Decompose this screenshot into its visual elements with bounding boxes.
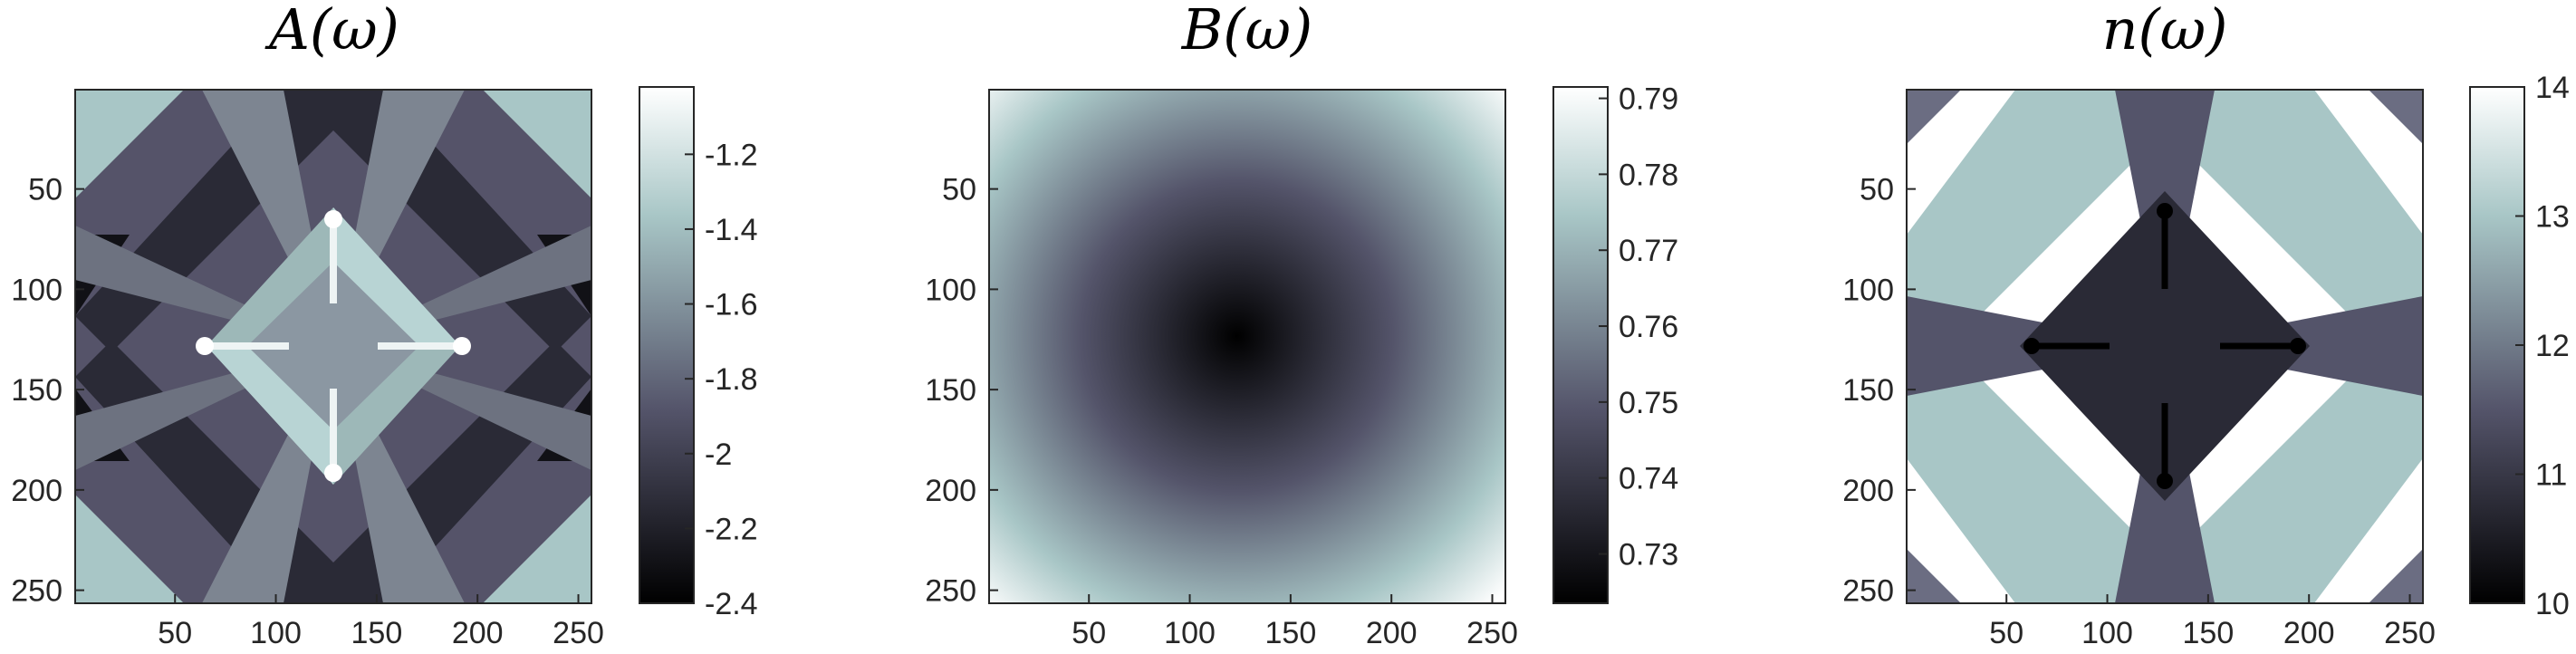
y-tick-label: 100 — [1842, 273, 1894, 307]
x-ticks-b: 50 100 150 200 250 — [1072, 594, 1518, 650]
y-tick-label: 100 — [925, 273, 976, 307]
colorbar-ticks-a: -1.2 -1.4 -1.6 -1.8 -2 -2.2 -2.4 — [685, 138, 758, 621]
y-tick-label: 100 — [11, 273, 62, 307]
y-tick-label: 250 — [11, 574, 62, 609]
x-tick-label: 150 — [2183, 616, 2235, 650]
x-tick-label: 100 — [250, 616, 302, 650]
colorbar-tick-label: 0.74 — [1619, 462, 1678, 496]
y-tick-label: 250 — [1842, 574, 1894, 609]
x-tick-label: 150 — [1265, 616, 1317, 650]
colorbar-tick-label: -2 — [705, 438, 732, 472]
colorbar-tick-label: 12 — [2535, 329, 2570, 363]
colorbar-tick-label: -1.2 — [705, 138, 758, 172]
x-tick-label: 50 — [1989, 616, 2023, 650]
heatmap-b — [989, 90, 1505, 603]
x-tick-label: 100 — [1164, 616, 1216, 650]
y-tick-label: 150 — [1842, 373, 1894, 408]
x-tick-label: 50 — [1072, 616, 1106, 650]
colorbar-tick-label: 11 — [2535, 458, 2567, 493]
chart-title-n: n(ω) — [2102, 0, 2228, 63]
colorbar-tick-label: -2.4 — [705, 587, 758, 621]
panel-a: A(ω) — [11, 0, 757, 650]
colorbar-tick-label: 0.77 — [1619, 234, 1678, 268]
colorbar-n: 14 13 12 11 10 — [2469, 71, 2570, 621]
y-tick-label: 200 — [925, 474, 976, 508]
y-tick-label: 150 — [925, 373, 976, 408]
y-tick-label: 50 — [28, 173, 62, 207]
x-ticks-n: 50 100 150 200 250 — [1989, 594, 2436, 650]
x-tick-label: 200 — [1366, 616, 1418, 650]
y-ticks-a: 50 100 150 200 250 — [11, 173, 84, 609]
y-tick-label: 250 — [925, 574, 976, 609]
colorbar-tick-label: 13 — [2535, 200, 2570, 235]
axes-frame-n — [1906, 89, 2424, 604]
colorbar-tick-label: 0.75 — [1619, 386, 1678, 420]
colorbar-a: -1.2 -1.4 -1.6 -1.8 -2 -2.2 -2.4 — [639, 86, 758, 621]
x-tick-label: 200 — [452, 616, 504, 650]
colorbar-tick-label: 0.73 — [1619, 538, 1678, 572]
x-tick-label: 150 — [351, 616, 403, 650]
colorbar-tick-label: -1.4 — [705, 213, 758, 247]
colorbar-tick-label: 0.78 — [1619, 158, 1678, 192]
colorbar-tick-label: 10 — [2535, 587, 2570, 621]
colorbar-ticks-n: 14 13 12 11 10 — [2515, 71, 2570, 621]
y-tick-label: 50 — [942, 173, 976, 207]
colorbar-tick-label: 0.79 — [1619, 82, 1678, 117]
heatmap-n — [1907, 90, 2423, 603]
y-ticks-b: 50 100 150 200 250 — [925, 173, 998, 609]
x-tick-label: 250 — [553, 616, 604, 650]
x-tick-label: 250 — [1466, 616, 1518, 650]
chart-title-a: A(ω) — [264, 0, 399, 63]
x-tick-label: 100 — [2081, 616, 2133, 650]
x-tick-label: 250 — [2384, 616, 2436, 650]
colorbar-tick-label: -1.6 — [705, 288, 758, 322]
heatmap-a — [75, 90, 591, 603]
colorbar-b: 0.79 0.78 0.77 0.76 0.75 0.74 0.73 — [1552, 82, 1678, 604]
panel-n: n(ω) — [1842, 0, 2570, 650]
y-ticks-n: 50 100 150 200 250 — [1842, 173, 1916, 609]
colorbar-tick-label: -1.8 — [705, 362, 758, 397]
axes-frame-a — [74, 89, 592, 604]
y-tick-label: 150 — [11, 373, 62, 408]
x-tick-label: 50 — [158, 616, 192, 650]
colorbar-tick-label: -2.2 — [705, 512, 758, 546]
axes-frame-b — [988, 89, 1506, 604]
y-tick-label: 200 — [11, 474, 62, 508]
colorbar-ticks-b: 0.79 0.78 0.77 0.76 0.75 0.74 0.73 — [1599, 82, 1678, 572]
chart-title-b: B(ω) — [1181, 0, 1313, 63]
x-ticks-a: 50 100 150 200 250 — [158, 594, 604, 650]
colorbar-tick-label: 14 — [2535, 71, 2570, 105]
y-tick-label: 200 — [1842, 474, 1894, 508]
colorbar-tick-label: 0.76 — [1619, 310, 1678, 344]
y-tick-label: 50 — [1860, 173, 1894, 207]
x-tick-label: 200 — [2283, 616, 2335, 650]
